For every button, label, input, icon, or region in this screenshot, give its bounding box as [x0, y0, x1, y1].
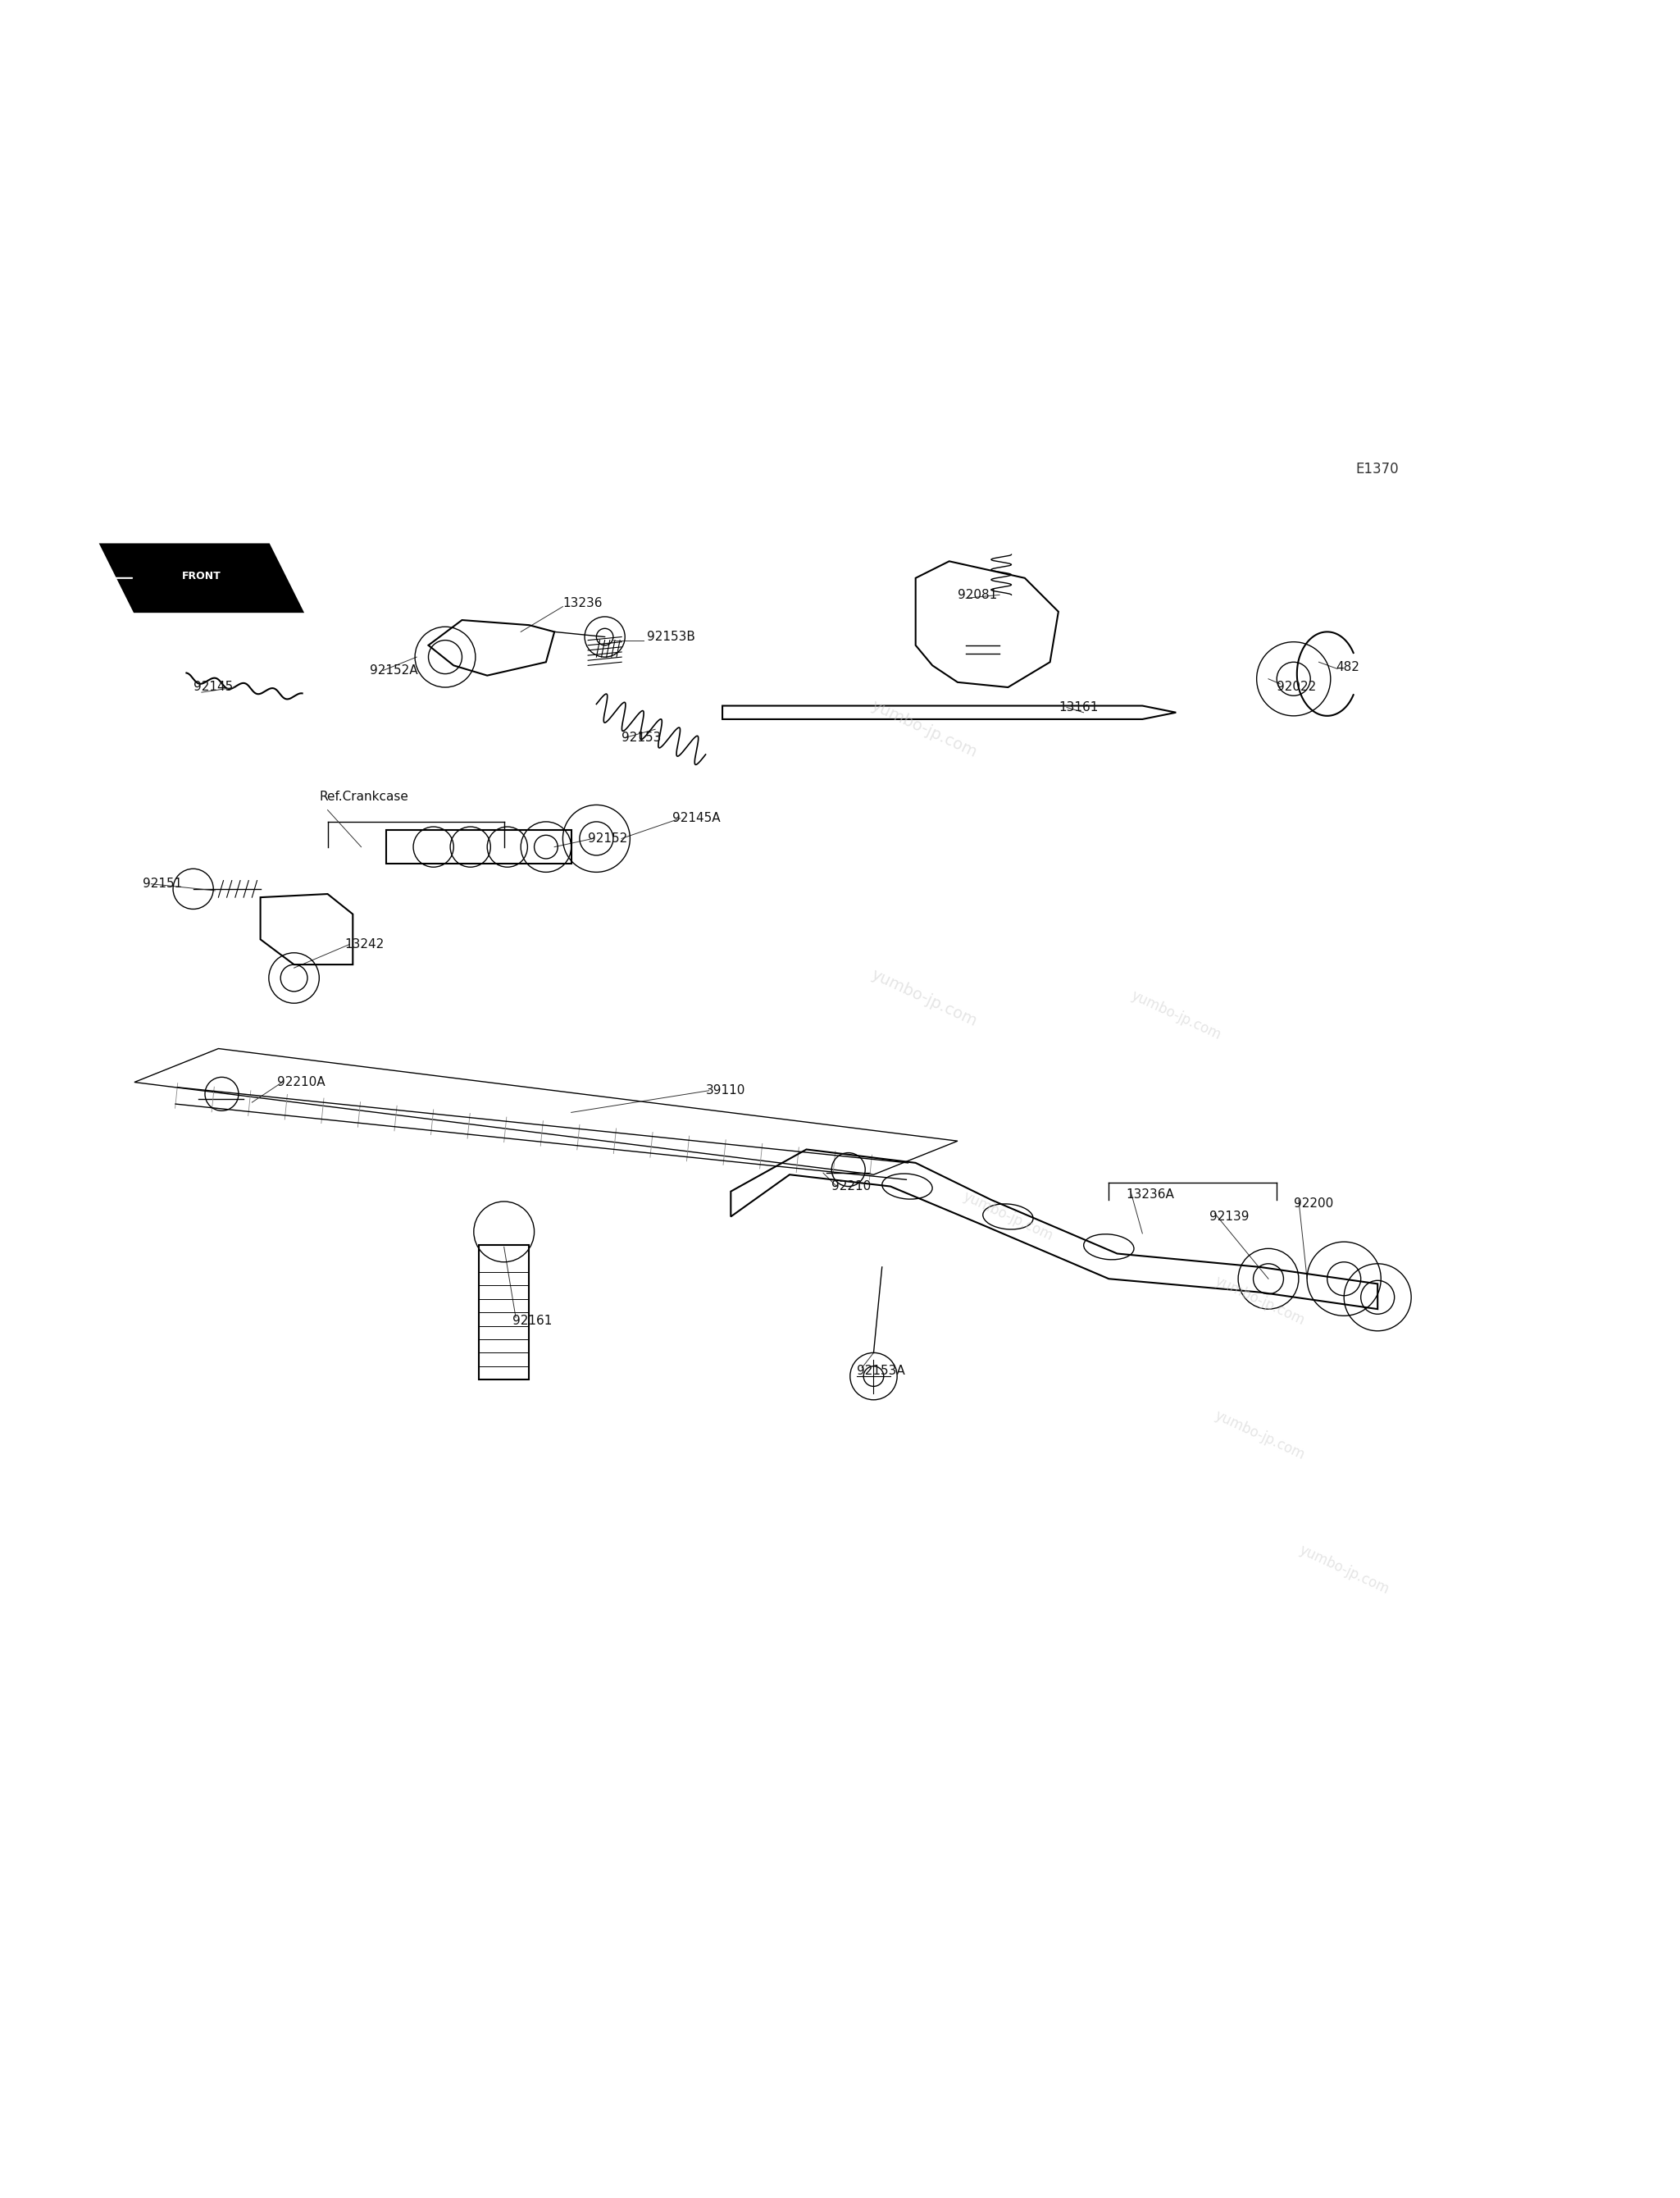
Text: 13236A: 13236A	[1126, 1189, 1174, 1200]
Text: 92151: 92151	[143, 877, 183, 890]
Polygon shape	[101, 545, 302, 611]
Text: 92152: 92152	[588, 833, 628, 844]
Text: E1370: E1370	[1356, 462, 1399, 477]
Text: 92145: 92145	[193, 681, 234, 692]
Text: Ref.Crankcase: Ref.Crankcase	[319, 791, 408, 802]
Text: 92200: 92200	[1294, 1198, 1334, 1209]
Text: 92210: 92210	[832, 1180, 872, 1194]
Text: FRONT: FRONT	[181, 571, 222, 582]
Text: yumbo-jp.com: yumbo-jp.com	[1129, 987, 1223, 1042]
Text: yumbo-jp.com: yumbo-jp.com	[961, 1189, 1055, 1244]
Text: 92153: 92153	[622, 732, 662, 743]
Text: yumbo-jp.com: yumbo-jp.com	[869, 699, 979, 761]
Text: 92210A: 92210A	[277, 1077, 326, 1088]
Text: 92145A: 92145A	[672, 813, 721, 824]
Text: yumbo-jp.com: yumbo-jp.com	[869, 967, 979, 1029]
Text: yumbo-jp.com: yumbo-jp.com	[1213, 1407, 1307, 1462]
Text: 92153A: 92153A	[857, 1365, 906, 1378]
Text: 92153B: 92153B	[647, 631, 696, 644]
Text: 92022: 92022	[1277, 681, 1317, 692]
Text: 13242: 13242	[344, 939, 385, 950]
Text: yumbo-jp.com: yumbo-jp.com	[1213, 1273, 1307, 1328]
Text: 482: 482	[1336, 662, 1359, 673]
Text: 92139: 92139	[1210, 1211, 1250, 1222]
Text: 92152A: 92152A	[370, 664, 418, 677]
Text: 92081: 92081	[958, 589, 998, 600]
Text: 13161: 13161	[1058, 701, 1099, 714]
Text: 39110: 39110	[706, 1084, 746, 1097]
Text: 92161: 92161	[512, 1314, 553, 1328]
Text: yumbo-jp.com: yumbo-jp.com	[1297, 1543, 1391, 1598]
Text: 13236: 13236	[563, 598, 603, 609]
